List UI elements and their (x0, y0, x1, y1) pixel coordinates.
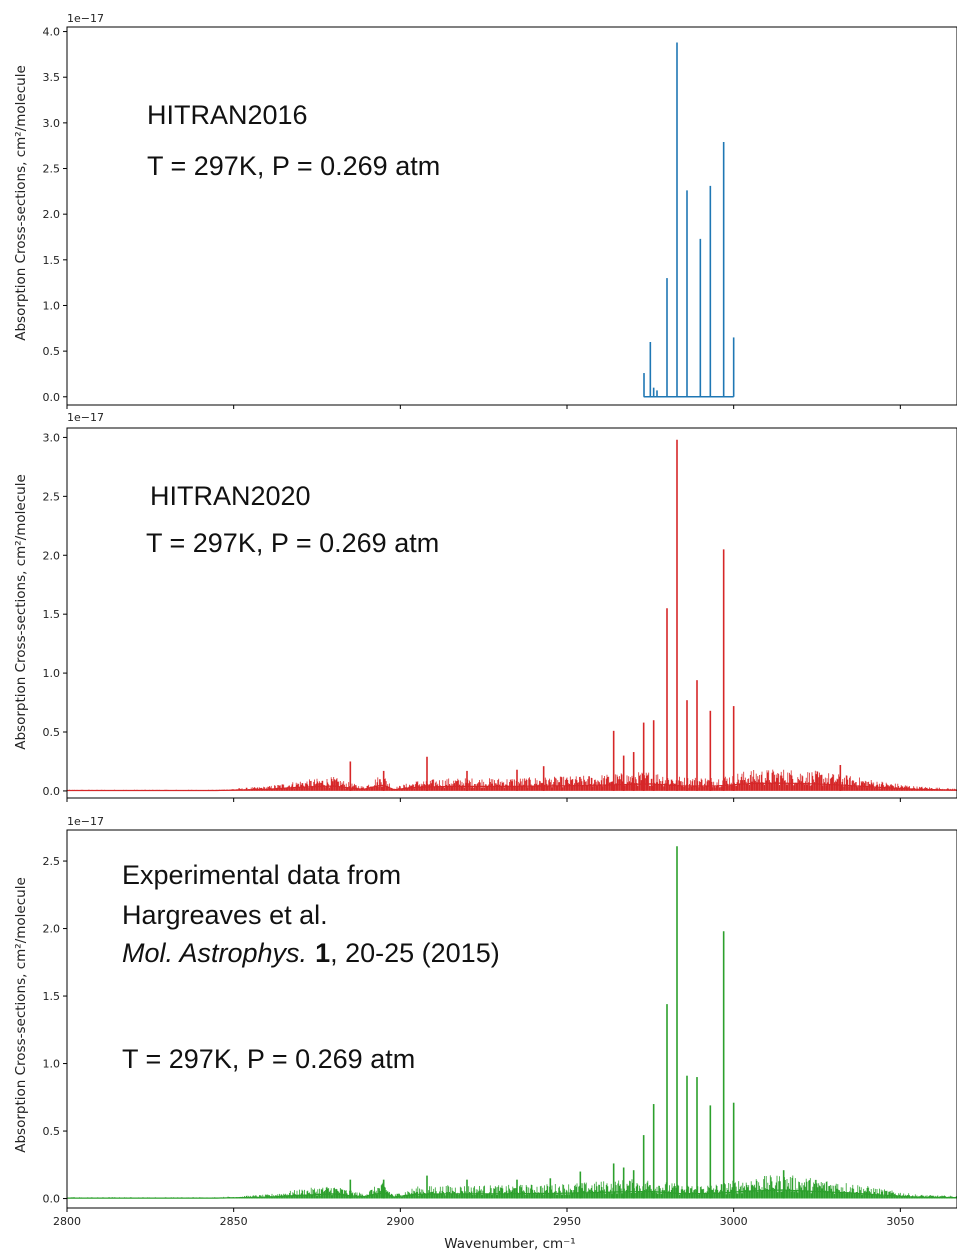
x-tick-label: 3050 (886, 1215, 914, 1228)
y-tick-label: 2.5 (43, 163, 61, 176)
spectrum-trace (67, 782, 957, 792)
annotation-source-line2: Hargreaves et al. (122, 900, 328, 930)
y-tick-label: 3.0 (43, 117, 61, 130)
y-tick-label: 3.5 (43, 71, 61, 84)
y-axis-label: Absorption Cross-sections, cm²/molecule (13, 877, 29, 1153)
y-tick-label: 2.0 (43, 549, 61, 562)
y-tick-label: 2.0 (43, 923, 61, 936)
y-tick-label: 0.5 (43, 345, 61, 358)
spectrum-trace (67, 1189, 957, 1199)
exponent-label: 1e−17 (67, 815, 104, 828)
spectrum-continuum (66, 1175, 957, 1199)
y-tick-label: 1.5 (43, 608, 61, 621)
annotation-citation: Mol. Astrophys. 1, 20-25 (2015) (122, 938, 500, 968)
x-tick-label: 2800 (53, 1215, 81, 1228)
plot-frame (66, 427, 957, 799)
y-tick-label: 4.0 (43, 26, 61, 39)
x-tick-label: 2900 (386, 1215, 414, 1228)
y-tick-label: 0.0 (43, 391, 61, 404)
exponent-label: 1e−17 (67, 12, 104, 25)
annotation-dataset: HITRAN2016 (147, 100, 308, 130)
plot-frame (66, 26, 957, 406)
y-axis-label: Absorption Cross-sections, cm²/molecule (13, 65, 29, 341)
x-axis-label: Wavenumber, cm⁻¹ (444, 1236, 575, 1251)
y-tick-label: 3.0 (43, 431, 61, 444)
x-tick-label: 3000 (720, 1215, 748, 1228)
annotation-source-line1: Experimental data from (122, 860, 401, 890)
panel-experimental: 1e−17 Absorption Cross-sections, cm²/mol… (13, 815, 957, 1251)
y-tick-label: 0.5 (43, 1125, 61, 1138)
spectrum-continuum (66, 769, 957, 791)
y-tick-label: 1.0 (43, 667, 61, 680)
y-tick-label: 2.5 (43, 855, 61, 868)
y-tick-label: 2.5 (43, 490, 61, 503)
y-axis-label: Absorption Cross-sections, cm²/molecule (13, 474, 29, 750)
citation-journal: Mol. Astrophys. (122, 938, 307, 968)
y-tick-label: 2.0 (43, 208, 61, 221)
y-tick-label: 1.5 (43, 254, 61, 267)
panel-hitran2020: 1e−17 Absorption Cross-sections, cm²/mol… (13, 411, 957, 802)
panel-hitran2016: 1e−17 Absorption Cross-sections, cm²/mol… (13, 12, 957, 409)
y-tick-label: 0.0 (43, 1193, 61, 1206)
annotation-conditions: T = 297K, P = 0.269 atm (147, 151, 440, 181)
x-tick-label: 2850 (220, 1215, 248, 1228)
annotation-conditions: T = 297K, P = 0.269 atm (122, 1044, 415, 1074)
y-tick-label: 1.5 (43, 990, 61, 1003)
citation-volume: 1 (315, 938, 330, 968)
exponent-label: 1e−17 (67, 411, 104, 424)
y-tick-label: 0.5 (43, 726, 61, 739)
y-tick-label: 1.0 (43, 299, 61, 312)
plot-frame (66, 829, 957, 1209)
x-tick-label: 2950 (553, 1215, 581, 1228)
annotation-dataset: HITRAN2020 (150, 481, 311, 511)
annotation-conditions: T = 297K, P = 0.269 atm (146, 528, 439, 558)
y-tick-label: 0.0 (43, 785, 61, 798)
y-tick-label: 1.0 (43, 1058, 61, 1071)
citation-pages: , 20-25 (2015) (330, 938, 500, 968)
